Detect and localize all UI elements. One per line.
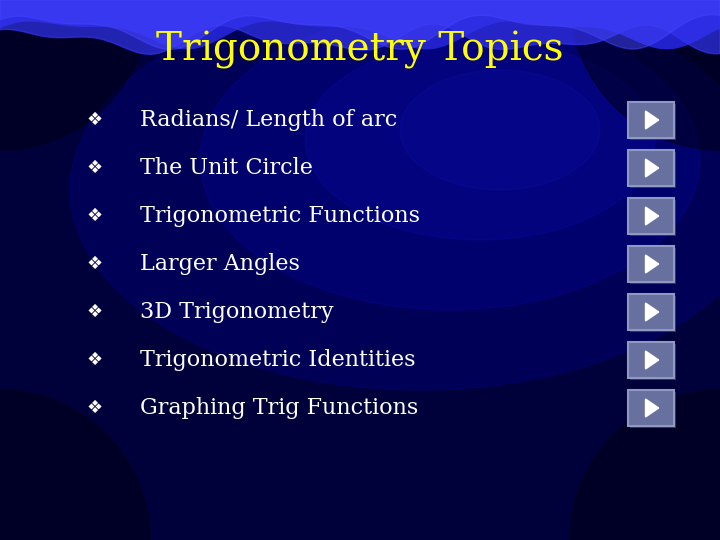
FancyBboxPatch shape xyxy=(630,152,676,188)
FancyBboxPatch shape xyxy=(630,200,676,236)
Polygon shape xyxy=(0,0,720,49)
Text: ❖: ❖ xyxy=(87,399,103,417)
Text: ❖: ❖ xyxy=(87,303,103,321)
Text: Trigonometric Functions: Trigonometric Functions xyxy=(140,205,420,227)
Text: Graphing Trig Functions: Graphing Trig Functions xyxy=(140,397,418,419)
Polygon shape xyxy=(646,207,659,225)
FancyBboxPatch shape xyxy=(630,104,676,140)
Text: ❖: ❖ xyxy=(87,351,103,369)
Ellipse shape xyxy=(570,390,720,540)
FancyBboxPatch shape xyxy=(628,390,674,426)
Text: The Unit Circle: The Unit Circle xyxy=(140,157,313,179)
FancyBboxPatch shape xyxy=(628,198,674,234)
Text: Trigonometry Topics: Trigonometry Topics xyxy=(156,31,564,69)
Polygon shape xyxy=(646,255,659,273)
Text: Trigonometric Identities: Trigonometric Identities xyxy=(140,349,415,371)
FancyBboxPatch shape xyxy=(630,248,676,284)
Ellipse shape xyxy=(200,10,700,310)
FancyBboxPatch shape xyxy=(628,246,674,282)
Text: 3D Trigonometry: 3D Trigonometry xyxy=(140,301,333,323)
Polygon shape xyxy=(646,111,659,129)
FancyBboxPatch shape xyxy=(628,342,674,378)
Polygon shape xyxy=(0,0,720,54)
Ellipse shape xyxy=(570,0,720,150)
Ellipse shape xyxy=(400,70,600,190)
Text: Radians/ Length of arc: Radians/ Length of arc xyxy=(140,109,397,131)
Ellipse shape xyxy=(0,390,150,540)
Polygon shape xyxy=(646,351,659,369)
FancyBboxPatch shape xyxy=(628,102,674,138)
Text: ❖: ❖ xyxy=(87,255,103,273)
Polygon shape xyxy=(646,399,659,417)
Ellipse shape xyxy=(70,0,720,390)
FancyBboxPatch shape xyxy=(628,294,674,330)
Polygon shape xyxy=(646,159,659,177)
FancyBboxPatch shape xyxy=(630,344,676,380)
FancyBboxPatch shape xyxy=(628,150,674,186)
FancyBboxPatch shape xyxy=(630,392,676,428)
Text: Larger Angles: Larger Angles xyxy=(140,253,300,275)
Text: ❖: ❖ xyxy=(87,207,103,225)
Ellipse shape xyxy=(0,0,150,150)
Ellipse shape xyxy=(305,40,655,240)
FancyBboxPatch shape xyxy=(630,296,676,332)
Text: ❖: ❖ xyxy=(87,111,103,129)
Polygon shape xyxy=(0,0,720,49)
Polygon shape xyxy=(646,303,659,321)
Text: ❖: ❖ xyxy=(87,159,103,177)
